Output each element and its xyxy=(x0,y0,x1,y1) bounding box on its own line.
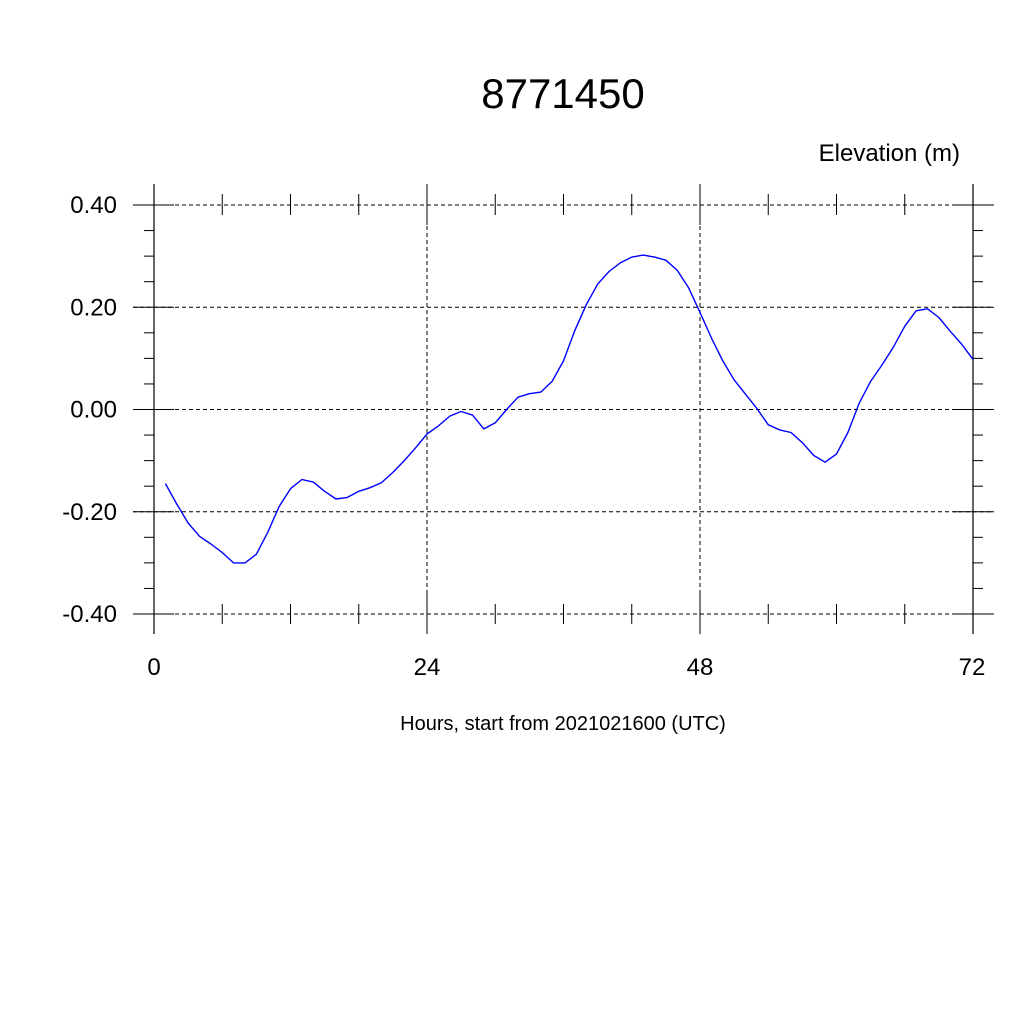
chart-title: 8771450 xyxy=(481,70,645,117)
y-tick-label: 0.40 xyxy=(70,192,117,219)
elevation-series-line xyxy=(164,254,974,564)
y-tick-label: -0.20 xyxy=(62,499,117,526)
x-axis-label: Hours, start from 2021021600 (UTC) xyxy=(400,713,726,735)
axis-ticks xyxy=(133,184,994,634)
x-tick-label: 0 xyxy=(147,654,160,681)
y-tick-label: -0.40 xyxy=(62,601,117,628)
grid-lines xyxy=(133,184,994,634)
tick-labels: 0.40 0.20 0.00 -0.20 -0.40 0 24 48 72 xyxy=(62,192,985,681)
y-axis-label: Elevation (m) xyxy=(819,140,960,167)
y-tick-label: 0.00 xyxy=(70,397,117,424)
x-tick-label: 48 xyxy=(687,654,714,681)
x-tick-label: 24 xyxy=(414,654,441,681)
series-layer xyxy=(164,254,974,564)
y-tick-label: 0.20 xyxy=(70,294,117,321)
x-tick-label: 72 xyxy=(959,654,986,681)
